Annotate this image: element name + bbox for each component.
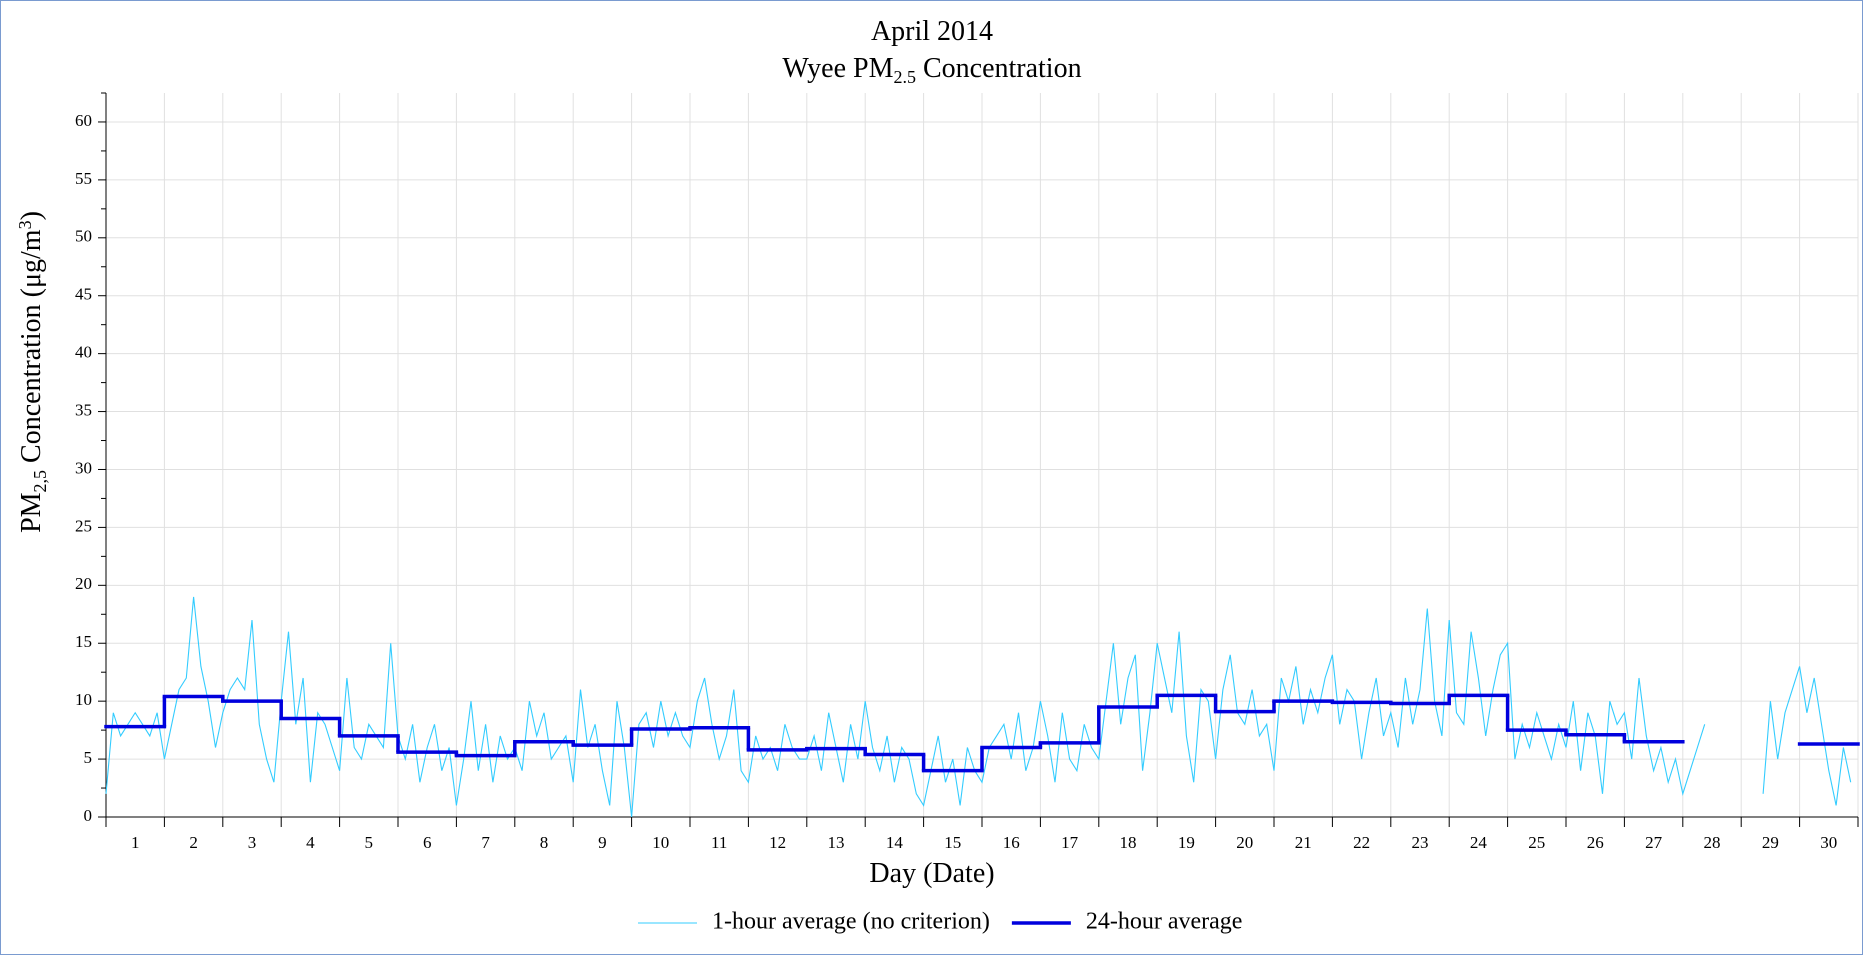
subtitle-part: Wyee PM	[782, 53, 893, 84]
y-tick-label: 50	[75, 227, 92, 246]
x-tick-label: 23	[1412, 833, 1429, 852]
x-tick-label: 4	[306, 833, 315, 852]
x-tick-label: 20	[1236, 833, 1253, 852]
subtitle-part: Concentration	[916, 53, 1082, 84]
x-tick-label: 14	[886, 833, 904, 852]
x-tick-label: 16	[1003, 833, 1020, 852]
ylabel-part: )	[16, 211, 47, 220]
y-tick-label: 25	[75, 516, 92, 535]
chart-title: April 2014	[871, 16, 993, 47]
y-tick-label: 15	[75, 632, 92, 651]
y-tick-label: 30	[75, 458, 92, 477]
x-tick-label: 15	[944, 833, 961, 852]
x-tick-label: 9	[598, 833, 607, 852]
x-tick-label: 1	[131, 833, 140, 852]
x-tick-label: 10	[652, 833, 669, 852]
x-tick-label: 6	[423, 833, 432, 852]
legend-label: 1-hour average (no criterion)	[712, 909, 990, 935]
x-tick-label: 5	[365, 833, 374, 852]
chart-subtitle: Wyee PM2.5 Concentration	[782, 53, 1081, 87]
ylabel-subscript: 2,5	[30, 470, 50, 493]
x-tick-label: 8	[540, 833, 549, 852]
x-tick-label: 7	[481, 833, 490, 852]
y-tick-label: 40	[75, 343, 92, 362]
y-tick-label: 55	[75, 169, 92, 188]
x-tick-label: 21	[1295, 833, 1312, 852]
y-tick-label: 0	[84, 806, 93, 825]
ylabel-part: Concentration (μg/m	[16, 229, 47, 470]
y-tick-label: 35	[75, 400, 92, 419]
y-tick-label: 10	[75, 690, 92, 709]
x-tick-label: 17	[1061, 833, 1079, 852]
y-tick-label: 20	[75, 574, 92, 593]
x-tick-label: 26	[1587, 833, 1604, 852]
x-tick-label: 3	[248, 833, 257, 852]
x-axis-label: Day (Date)	[869, 858, 994, 889]
legend-label: 24-hour average	[1086, 909, 1243, 935]
x-tick-label: 18	[1120, 833, 1137, 852]
x-tick-label: 28	[1704, 833, 1721, 852]
ylabel-part: PM	[16, 492, 47, 533]
x-tick-label: 22	[1353, 833, 1370, 852]
x-tick-label: 30	[1820, 833, 1837, 852]
x-tick-label: 29	[1762, 833, 1779, 852]
legend: 1-hour average (no criterion) 24-hour ave…	[638, 909, 1242, 935]
x-tick-label: 24	[1470, 833, 1488, 852]
x-tick-label: 12	[769, 833, 786, 852]
x-tick-label: 13	[828, 833, 845, 852]
hourly-line	[1762, 666, 1852, 806]
y-tick-label: 45	[75, 285, 92, 304]
y-axis-label: PM2,5 Concentration (μg/m3)	[15, 211, 50, 533]
x-tick-label: 2	[189, 833, 198, 852]
y-tick-label: 60	[75, 111, 92, 130]
subtitle-subscript: 2.5	[893, 67, 916, 87]
x-tick-label: 19	[1178, 833, 1195, 852]
x-tick-label: 27	[1645, 833, 1663, 852]
y-tick-label: 5	[84, 748, 93, 767]
ylabel-superscript: 3	[15, 220, 35, 229]
x-tick-label: 25	[1528, 833, 1545, 852]
x-tick-label: 11	[711, 833, 727, 852]
